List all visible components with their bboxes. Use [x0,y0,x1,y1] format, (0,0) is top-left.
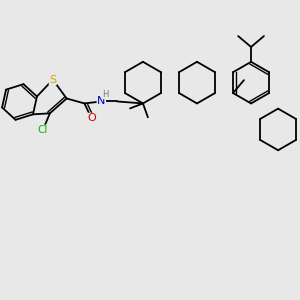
Text: H: H [102,90,109,99]
Text: Cl: Cl [38,125,48,135]
Text: S: S [49,75,56,85]
Text: O: O [87,113,96,123]
Text: N: N [97,97,106,106]
